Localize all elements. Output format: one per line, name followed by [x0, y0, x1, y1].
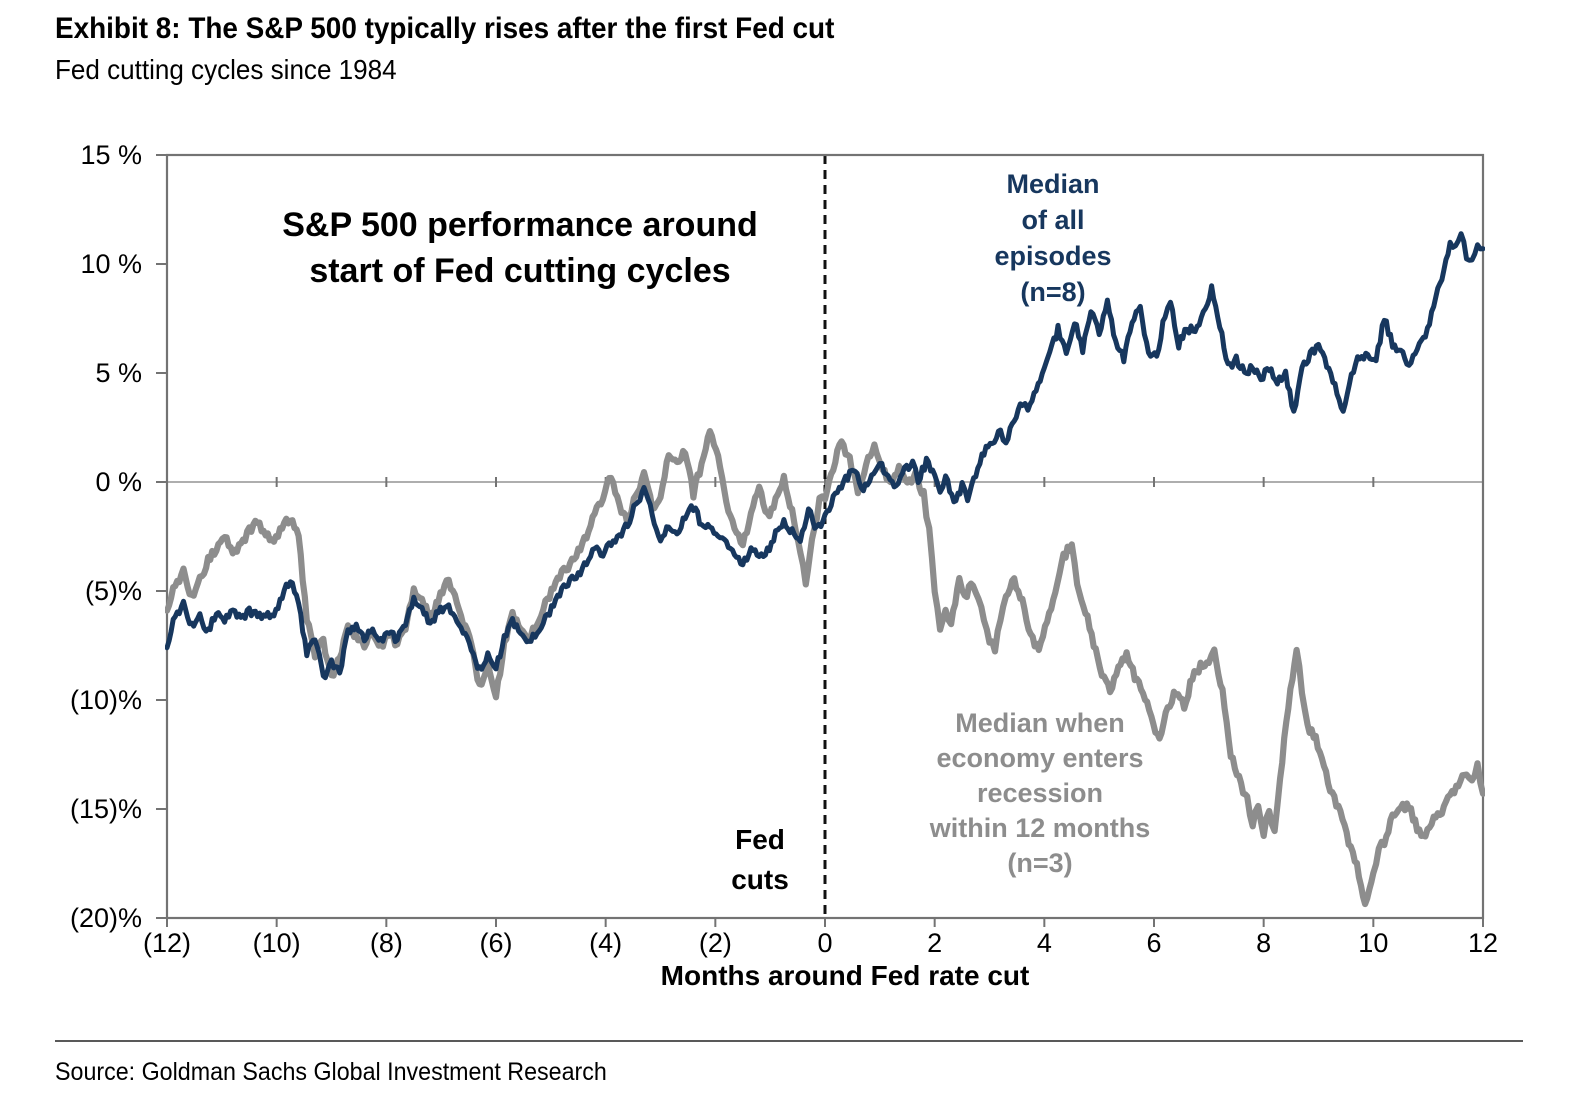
exhibit-subtitle: Fed cutting cycles since 1984 — [55, 54, 397, 85]
event-line-label-line-2: cuts — [731, 864, 789, 895]
annotation-recession-line-1: Median when — [955, 708, 1125, 738]
x-tick-label: 8 — [1256, 928, 1272, 958]
series-line-median_all — [165, 231, 1485, 681]
annotation-median-all-line-1: Median — [1006, 169, 1100, 199]
x-tick-label: (6) — [479, 928, 513, 958]
x-tick-label: 6 — [1146, 928, 1162, 958]
chart-title: S&P 500 performance around start of Fed … — [220, 202, 820, 294]
y-tick-label: (5)% — [84, 576, 142, 606]
x-tick-label: 4 — [1036, 928, 1052, 958]
x-tick-label: (2) — [698, 928, 732, 958]
x-tick-label: (12) — [142, 928, 191, 958]
event-line-label: Fed cuts — [680, 820, 840, 900]
source-text: Source: Goldman Sachs Global Investment … — [55, 1058, 607, 1086]
chart-title-line-1: S&P 500 performance around — [282, 206, 758, 244]
annotation-recession: Median when economy enters recession wit… — [890, 706, 1190, 881]
annotation-recession-line-3: recession — [976, 778, 1104, 808]
x-tick-label: (4) — [589, 928, 623, 958]
x-tick-label: 10 — [1358, 928, 1389, 958]
annotation-median-all-line-3: episodes — [994, 241, 1112, 271]
x-tick-label: 2 — [927, 928, 943, 958]
series-group — [165, 231, 1485, 908]
annotation-recession-line-5: (n=3) — [1007, 848, 1073, 878]
series-line-recession — [165, 428, 1485, 908]
x-tick-label: (8) — [369, 928, 403, 958]
annotation-recession-line-2: economy enters — [936, 743, 1144, 773]
exhibit-title: Exhibit 8: The S&P 500 typically rises a… — [55, 12, 835, 45]
annotation-median-all-line-2: of all — [1021, 205, 1085, 235]
annotation-recession-line-4: within 12 months — [929, 813, 1151, 843]
x-axis-title: Months around Fed rate cut — [660, 960, 1030, 991]
y-tick-label: (10)% — [69, 685, 142, 715]
y-tick-label: 5 % — [95, 358, 142, 388]
annotation-median-all: Median of all episodes (n=8) — [953, 166, 1153, 310]
y-tick-label: 15 % — [80, 140, 142, 170]
x-tick-label: 12 — [1467, 928, 1499, 958]
x-tick-label: (10) — [252, 928, 301, 958]
y-tick-label: (15)% — [69, 794, 142, 824]
source-divider — [55, 1040, 1523, 1042]
y-tick-label: 10 % — [80, 249, 142, 279]
x-tick-label: 0 — [817, 928, 833, 958]
y-tick-label: 0 % — [95, 467, 142, 497]
annotation-median-all-line-4: (n=8) — [1020, 277, 1086, 307]
chart-title-line-2: start of Fed cutting cycles — [309, 252, 731, 290]
y-tick-label: (20)% — [69, 903, 142, 933]
event-line-label-line-1: Fed — [735, 824, 785, 855]
